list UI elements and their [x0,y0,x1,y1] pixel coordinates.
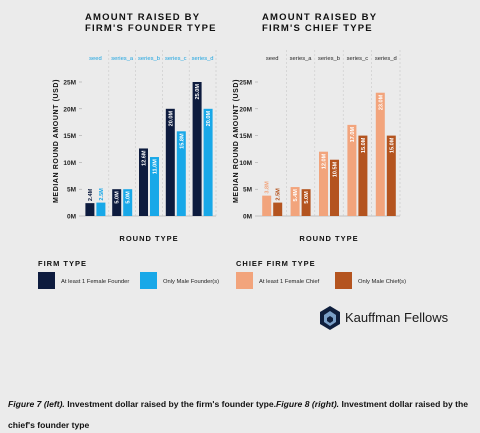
caption-text: Investment dollar raised by the firm's f… [67,399,277,409]
bar [203,108,213,216]
bar [290,187,300,216]
category-label: series_b [318,56,340,62]
chart-title: AMOUNT RAISED BY FIRM'S CHIEF TYPE [262,12,377,34]
value-label: 5.0M [126,191,132,204]
y-tick-label: 5M [243,187,252,194]
value-label: 15.0M [389,137,395,153]
bar [262,195,272,216]
category-label: series_a [111,56,134,62]
y-tick-label: 5M [67,187,76,194]
value-label: 2.5M [276,188,282,201]
logo: Kauffman Fellows [320,306,449,330]
legend-label: Only Male Founder(s) [163,279,219,285]
bar [273,202,283,216]
bar [176,131,186,216]
value-label: 15.0M [361,137,367,153]
x-axis-label: ROUND TYPE [119,234,178,243]
legend-title: CHIEF FIRM TYPE [236,259,316,268]
caption-figure: Figure 7 (left). [8,399,65,409]
y-tick-label: 25M [63,80,76,87]
category-label: series_b [138,56,160,62]
y-tick-label: 15M [63,133,76,140]
value-label: 17.0M [350,127,356,143]
value-label: 20.0M [206,110,212,126]
value-label: 12.6M [142,150,148,166]
chart: AMOUNT RAISED BY FIRM'S FOUNDER TYPE 0M 5M 1… [38,12,219,289]
bar [375,92,385,216]
value-label: 5.4M [293,189,299,202]
y-tick-label: 15M [239,133,252,140]
logo-text: Kauffman Fellows [345,310,449,325]
value-label: 23.0M [378,94,384,110]
legend-swatch [335,272,352,289]
bar [192,82,202,216]
value-label: 3.8M [265,181,271,194]
bar [347,124,357,216]
value-label: 5.0M [115,191,121,204]
bar [386,135,396,216]
chart: AMOUNT RAISED BY FIRM'S CHIEF TYPE 0M 5M 10M… [233,12,406,289]
value-label: 25.0M [195,84,201,100]
caption-figure: Figure 8 (right). [276,399,340,409]
bar [139,148,148,216]
y-tick-label: 0M [67,214,76,221]
bar [96,202,106,216]
legend-title: FIRM TYPE [38,259,87,268]
value-label: 20.0M [168,110,174,126]
category-label: series_c [165,56,187,62]
value-label: 2.5M [99,188,105,201]
bar [319,151,328,216]
category-label: series_a [290,56,313,62]
y-axis-label: MEDIAN ROUND AMOUNT (USD) [53,79,60,203]
y-tick-label: 0M [243,214,252,221]
legend-swatch [38,272,55,289]
value-label: 15.8M [179,133,185,149]
y-tick-label: 10M [239,160,252,167]
y-tick-label: 20M [239,106,252,113]
bar [150,157,159,216]
legend-label: At least 1 Female Chief [259,279,320,285]
y-axis-label: MEDIAN ROUND AMOUNT (USD) [233,79,240,203]
bar [112,189,122,216]
value-label: 12.0M [322,153,328,169]
bar [330,159,339,216]
bar [358,135,368,216]
legend-swatch [140,272,157,289]
legend-label: Only Male Chief(s) [358,279,406,285]
category-label: series_c [347,56,369,62]
value-label: 11.0M [153,159,159,175]
bar [165,108,175,216]
category-label: series_d [192,56,214,62]
caption-text: Investment dollar raised by the chief's … [8,399,469,430]
category-label: seed [266,56,279,62]
value-label: 10.5M [333,161,339,177]
bar [301,189,311,216]
x-axis-label: ROUND TYPE [299,234,358,243]
caption: Figure 7 (left). Investment dollar raise… [8,394,472,433]
legend-label: At least 1 Female Founder [61,279,129,285]
legend-swatch [236,272,253,289]
value-label: 5.0M [304,191,310,204]
chart-title: AMOUNT RAISED BY FIRM'S FOUNDER TYPE [85,12,217,34]
y-tick-label: 20M [63,106,76,113]
category-label: seed [89,56,102,62]
y-tick-label: 25M [239,80,252,87]
bar [123,189,133,216]
category-label: series_d [375,56,397,62]
bar [85,203,95,216]
y-tick-label: 10M [63,160,76,167]
value-label: 2.4M [88,188,94,201]
